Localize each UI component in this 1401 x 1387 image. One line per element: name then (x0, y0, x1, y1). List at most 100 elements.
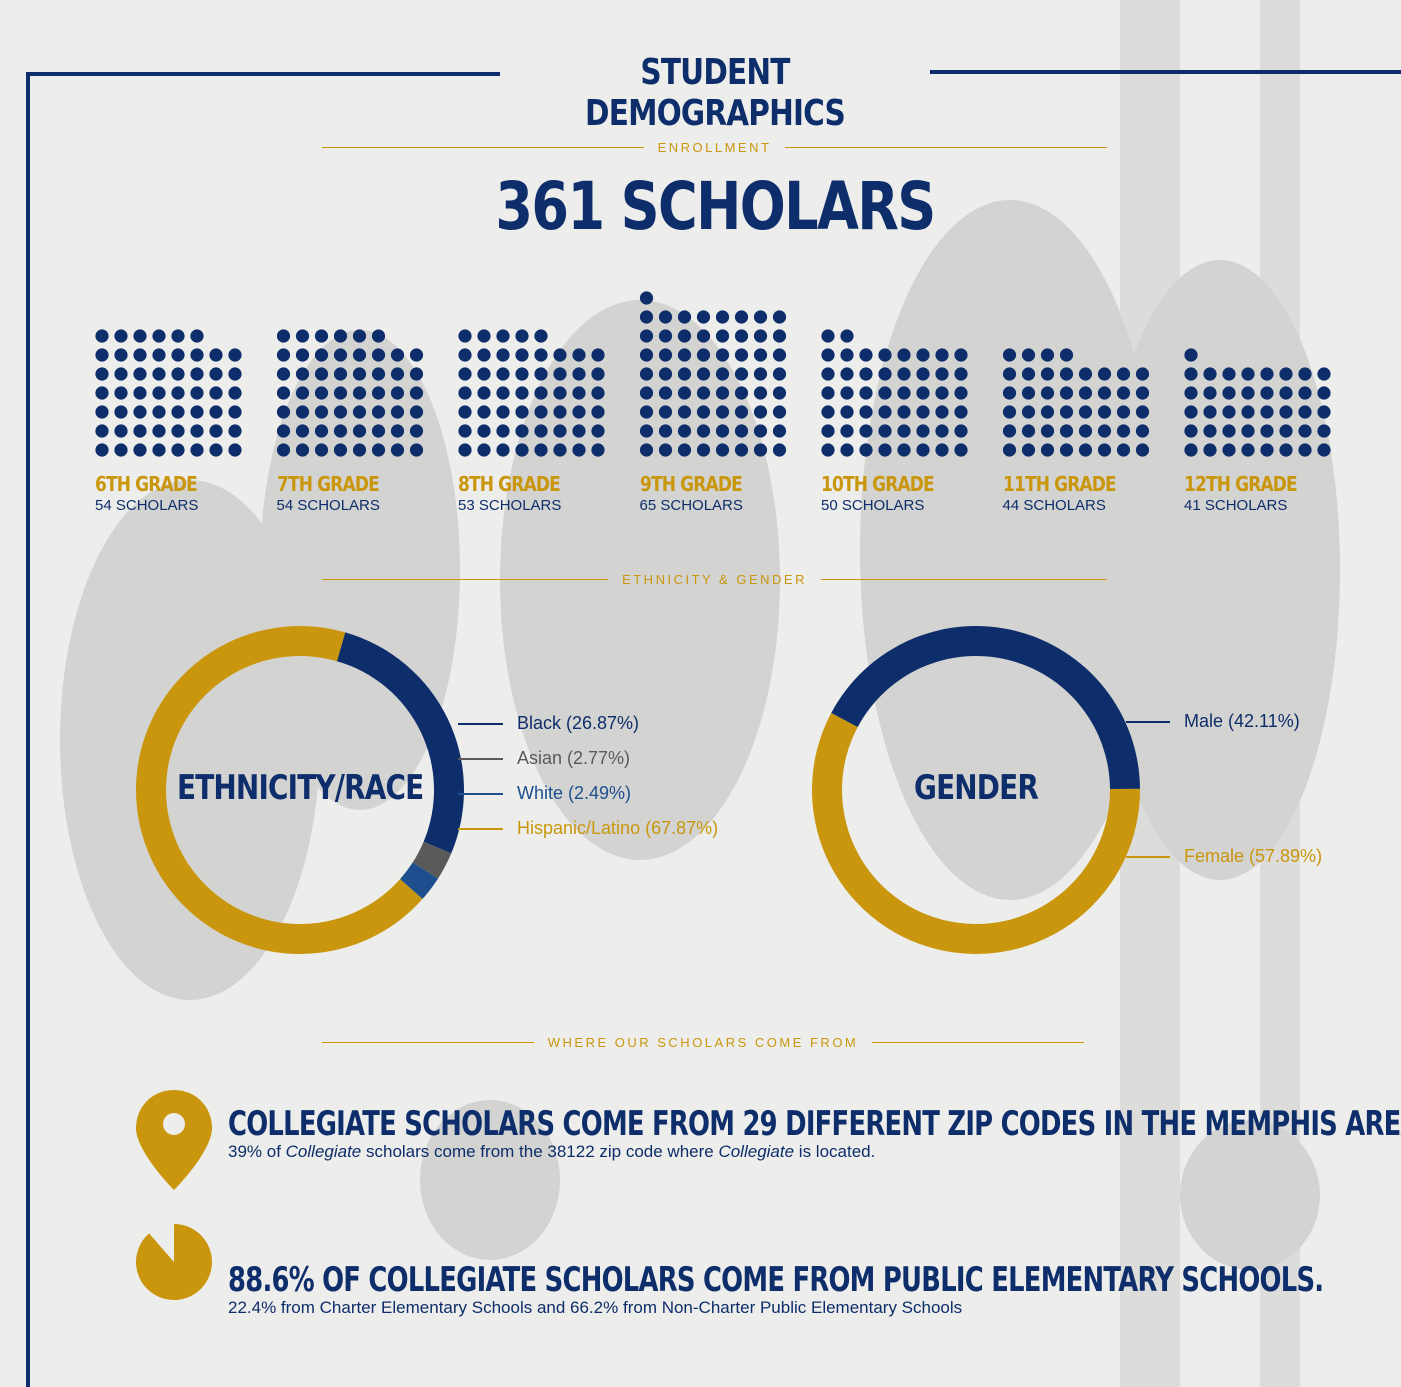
scholar-dot (553, 367, 567, 381)
scholar-dot (1021, 367, 1036, 381)
scholar-dot (916, 367, 930, 381)
scholar-dot (409, 424, 424, 438)
scholar-dot (916, 348, 930, 362)
scholar-dot (458, 424, 472, 438)
scholar-dot (677, 329, 692, 343)
scholar-dot (190, 386, 204, 400)
scholar-dot (1317, 386, 1331, 400)
scholar-dot (190, 348, 204, 362)
scholar-dot (371, 443, 386, 457)
scholar-dot (477, 348, 491, 362)
scholar-dot (859, 367, 873, 381)
scholar-dot (821, 329, 835, 343)
scholar-dot (1298, 405, 1312, 419)
scholar-dot (352, 329, 367, 343)
scholar-dot (859, 424, 873, 438)
pie-slice-icon (136, 1224, 212, 1300)
scholar-dot (677, 443, 692, 457)
scholar-dot (171, 405, 185, 419)
grade-dots-10 (821, 329, 968, 457)
scholar-dot (371, 367, 386, 381)
scholar-dot (276, 348, 291, 362)
scholar-dot (916, 386, 930, 400)
scholar-dot (295, 329, 310, 343)
scholar-dot (753, 310, 768, 324)
scholar-dot (1040, 405, 1055, 419)
scholar-dot (1260, 386, 1274, 400)
scholar-dot (152, 367, 166, 381)
scholar-dot (1184, 405, 1198, 419)
scholar-dot (591, 424, 605, 438)
grade-count: 65 SCHOLARS (639, 497, 743, 514)
grade-label: 11TH GRADE 44 SCHOLARS (1003, 472, 1163, 514)
scholar-dot (658, 310, 673, 324)
scholar-dot (1222, 443, 1236, 457)
scholar-dot (840, 424, 854, 438)
scholar-dot (133, 424, 147, 438)
scholar-dot (295, 424, 310, 438)
scholar-dot (859, 405, 873, 419)
scholar-dot (715, 424, 730, 438)
scholar-dot (753, 329, 768, 343)
donut-charts (135, 625, 1140, 954)
grade-dots-6 (95, 329, 242, 457)
legend-leader-line (458, 827, 503, 830)
scholar-dot (821, 405, 835, 419)
frame-top-right (930, 70, 1401, 74)
scholar-dot (209, 367, 223, 381)
legend-item: Female (57.89%) (1126, 846, 1322, 867)
scholar-dot (458, 443, 472, 457)
scholar-dot (1040, 424, 1055, 438)
scholar-dot (1222, 405, 1236, 419)
zip-headline: COLLEGIATE SCHOLARS COME FROM 29 DIFFERE… (228, 1104, 1401, 1144)
scholar-dot (840, 386, 854, 400)
scholar-dot (1279, 424, 1293, 438)
scholar-dot (916, 443, 930, 457)
scholar-dot (114, 443, 128, 457)
scholar-dot (1317, 367, 1331, 381)
scholar-dot (734, 443, 749, 457)
scholar-dot (1116, 386, 1131, 400)
scholar-dot (696, 310, 711, 324)
scholar-dot (458, 329, 472, 343)
scholar-dot (897, 367, 911, 381)
scholar-dot (658, 367, 673, 381)
scholar-dot (1241, 405, 1255, 419)
scholar-dot (190, 405, 204, 419)
scholar-dot (1078, 405, 1093, 419)
page-title: STUDENT DEMOGRAPHICS (585, 52, 846, 134)
scholar-dot (772, 424, 787, 438)
scholar-dot (1317, 424, 1331, 438)
legend-leader-line (458, 757, 503, 760)
legend-item: Asian (2.77%) (458, 748, 630, 769)
scholar-dot (95, 348, 109, 362)
legend-label: Asian (2.77%) (517, 748, 631, 768)
scholar-dot (333, 443, 348, 457)
legend-leader-line (458, 792, 503, 795)
scholar-dot (496, 348, 510, 362)
scholar-dot (715, 443, 730, 457)
donut-slice (336, 632, 464, 854)
scholar-dot (753, 367, 768, 381)
scholar-dot (935, 443, 949, 457)
scholar-dot (333, 329, 348, 343)
scholar-dot (859, 386, 873, 400)
scholar-dot (534, 367, 548, 381)
scholar-dot (878, 424, 892, 438)
scholar-dot (897, 424, 911, 438)
scholar-dot (133, 367, 147, 381)
scholar-dot (897, 386, 911, 400)
scholar-dot (897, 443, 911, 457)
scholar-dot (658, 329, 673, 343)
scholar-dot (1317, 443, 1331, 457)
scholar-dot (171, 424, 185, 438)
grade-name: 9TH GRADE (639, 472, 743, 496)
grade-count: 53 SCHOLARS (458, 497, 562, 514)
scholar-dot (371, 329, 386, 343)
grade-dots-12 (1184, 348, 1331, 457)
scholar-dot (458, 386, 472, 400)
scholar-dot (715, 310, 730, 324)
scholar-dot (1021, 405, 1036, 419)
scholar-dot (295, 405, 310, 419)
scholar-dot (572, 443, 586, 457)
